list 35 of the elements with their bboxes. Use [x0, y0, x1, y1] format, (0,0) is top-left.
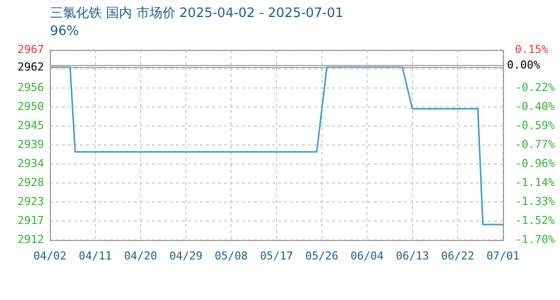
y2-tick-label: -0.96% [515, 156, 556, 170]
x-tick-label: 06/13 [396, 249, 429, 262]
x-tick-label: 06/04 [350, 249, 384, 262]
y2-tick-label: -0.59% [515, 118, 556, 132]
y-tick-label: 2956 [18, 80, 44, 94]
x-tick-label: 06/22 [441, 249, 474, 262]
y-tick-label: 2967 [18, 42, 44, 56]
y2-tick-label: -0.40% [515, 100, 556, 113]
y-tick-label: 2923 [18, 194, 44, 208]
chart-title: 三氯化铁 国内 市场价 2025-04-02 - 2025-07-01 [50, 5, 344, 22]
y-tick-label: 2928 [18, 176, 44, 189]
y2-tick-label: -0.22% [515, 80, 556, 94]
y2-tick-label: -1.33% [515, 194, 556, 208]
y-tick-label: 2934 [18, 156, 44, 170]
y2-tick-label: -0.77% [515, 138, 556, 151]
x-tick-label: 04/11 [78, 249, 112, 262]
y2-tick-label: -1.70% [515, 232, 556, 246]
x-tick-label: 05/17 [260, 249, 294, 262]
y-tick-label: 2939 [18, 138, 44, 151]
ref-line-label: 0.00% [507, 58, 540, 72]
x-tick-label: 05/08 [214, 249, 248, 262]
y-tick-label: 2945 [18, 118, 44, 132]
y2-tick-label: 0.15% [515, 42, 548, 56]
x-tick-label: 07/01 [486, 249, 520, 262]
y-tick-label: 2912 [18, 232, 44, 246]
ref-line-label: 2962 [18, 60, 44, 74]
x-tick-label: 04/29 [169, 249, 202, 262]
y2-tick-label: -1.52% [515, 214, 556, 227]
x-tick-label: 04/20 [124, 249, 158, 262]
chart-subtitle: 96% [50, 24, 79, 39]
y-tick-label: 2917 [18, 214, 44, 227]
y2-tick-label: -1.14% [515, 176, 556, 189]
x-tick-label: 05/26 [305, 249, 338, 262]
x-tick-label: 04/02 [33, 249, 67, 262]
y-tick-label: 2950 [18, 100, 44, 113]
